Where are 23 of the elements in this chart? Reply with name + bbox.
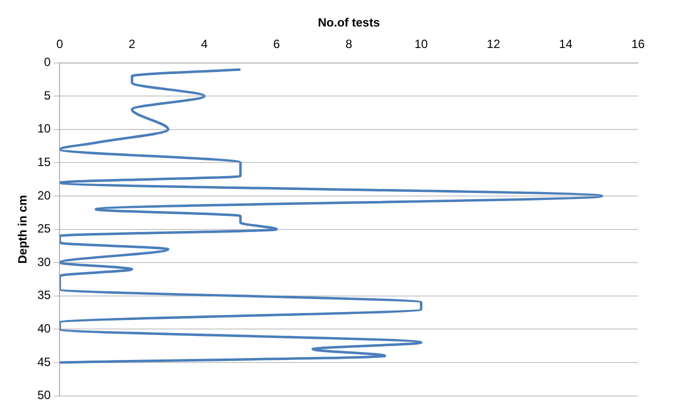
x-tick-label: 4 bbox=[200, 36, 208, 51]
y-tick-label: 45 bbox=[37, 354, 52, 369]
x-tick-label: 6 bbox=[273, 36, 280, 51]
x-axis-title: No.of tests bbox=[318, 16, 380, 30]
y-tick-label: 30 bbox=[37, 254, 52, 269]
y-tick-label: 5 bbox=[44, 88, 52, 102]
y-tick-label: 10 bbox=[37, 122, 52, 136]
x-tick-label: 0 bbox=[56, 36, 64, 51]
y-tick-label: 25 bbox=[37, 222, 52, 236]
x-tick-label: 12 bbox=[486, 36, 500, 51]
x-tick-label: 8 bbox=[346, 36, 353, 51]
x-tick-label: 2 bbox=[128, 36, 136, 51]
line-series bbox=[60, 68, 604, 364]
y-tick-label: 15 bbox=[37, 155, 52, 170]
y-tick-label: 0 bbox=[44, 55, 52, 70]
y-tick-label: 35 bbox=[37, 288, 52, 302]
x-tick-label: 10 bbox=[414, 36, 428, 51]
y-axis-title: Depth in cm bbox=[16, 194, 30, 264]
y-tick-label: 20 bbox=[37, 188, 52, 202]
y-tick-label: 50 bbox=[37, 388, 52, 402]
y-tick-label: 40 bbox=[37, 322, 52, 336]
x-tick-label: 14 bbox=[559, 36, 573, 51]
x-tick-label: 16 bbox=[631, 36, 645, 51]
